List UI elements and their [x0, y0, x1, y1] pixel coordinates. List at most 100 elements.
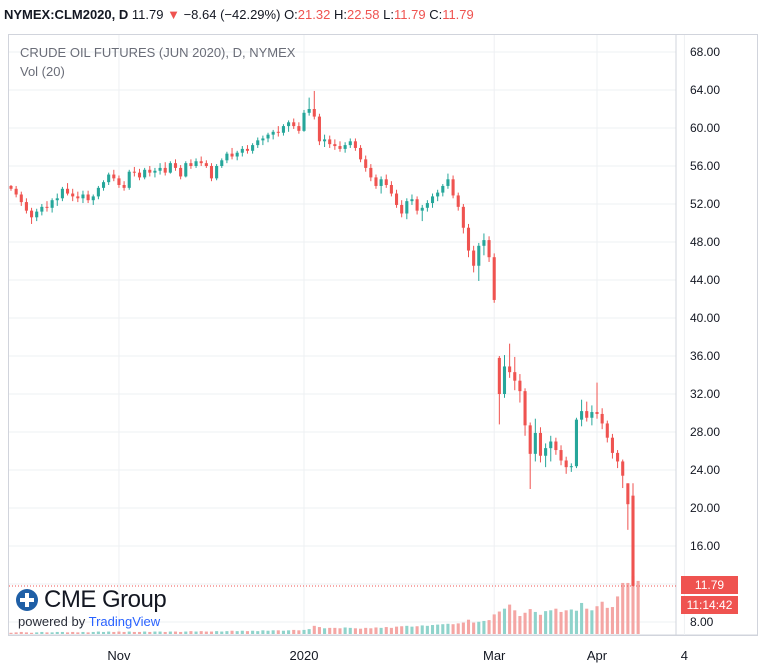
volume-bar — [45, 632, 49, 634]
volume-bar — [374, 627, 378, 634]
candle-body — [328, 139, 332, 145]
volume-bar — [400, 626, 404, 634]
volume-bar — [14, 632, 18, 634]
low-value: 11.79 — [393, 7, 426, 22]
volume-bar — [456, 623, 460, 634]
volume-bar — [425, 625, 429, 634]
candle-body — [590, 412, 594, 418]
candle-body — [338, 146, 342, 149]
volume-bar — [626, 582, 630, 634]
volume-legend[interactable]: Vol (20) — [20, 64, 65, 79]
candle-body — [456, 195, 460, 207]
candle-body — [374, 177, 378, 186]
candle-body — [333, 144, 337, 147]
volume-bar — [143, 631, 147, 634]
x-tick-label: 2020 — [290, 648, 319, 663]
symbol-name[interactable]: NYMEX:CLM2020, D — [4, 7, 129, 22]
candle-body — [107, 174, 111, 183]
volume-bar — [184, 631, 188, 634]
candle-body — [297, 126, 301, 131]
candle-body — [492, 257, 496, 300]
candle-body — [420, 207, 424, 211]
volume-bar — [333, 627, 337, 634]
volume-bar — [610, 607, 614, 634]
y-tick-label: 56.00 — [690, 159, 720, 173]
candle-body — [549, 441, 553, 449]
tradingview-link[interactable]: TradingView — [88, 614, 161, 629]
volume-bar — [287, 630, 291, 634]
y-tick-label: 16.00 — [690, 539, 720, 553]
volume-bar — [359, 628, 363, 634]
volume-bar — [544, 611, 548, 634]
volume-bar — [9, 632, 13, 634]
candle-body — [631, 495, 635, 586]
candle-body — [312, 109, 316, 117]
volume-bar — [492, 614, 496, 634]
volume-bar — [189, 631, 193, 634]
candle-body — [405, 201, 409, 214]
volume-bar — [487, 620, 491, 634]
volume-bar — [81, 631, 85, 634]
candle-body — [251, 145, 255, 151]
candle-body — [595, 412, 599, 414]
candle-body — [91, 196, 95, 201]
candle-body — [199, 161, 203, 164]
y-tick-label: 36.00 — [690, 349, 720, 363]
candle-body — [235, 152, 239, 157]
candle-body — [461, 206, 465, 228]
volume-bar — [482, 620, 486, 634]
volume-bar — [451, 624, 455, 634]
candle-body — [369, 167, 373, 178]
candle-body — [230, 153, 234, 157]
candle-body — [168, 163, 172, 173]
candle-body — [266, 134, 270, 139]
chart-legend-title[interactable]: CRUDE OIL FUTURES (JUN 2020), D, NYMEX — [20, 45, 296, 60]
y-tick-label: 52.00 — [690, 197, 720, 211]
candle-body — [523, 391, 527, 426]
volume-bar — [461, 622, 465, 634]
candle-body — [472, 250, 476, 266]
candle-body — [281, 126, 285, 133]
volume-bar — [466, 619, 471, 634]
candle-body — [446, 179, 450, 186]
candle-body — [513, 372, 517, 381]
volume-bar — [194, 631, 198, 634]
powered-by-tradingview[interactable]: powered by TradingView — [18, 614, 160, 629]
candle-body — [9, 185, 13, 189]
candle-body — [569, 466, 573, 468]
countdown-tag: 11:14:42 — [681, 596, 738, 614]
volume-bar — [230, 630, 234, 634]
volume-bar — [590, 610, 594, 634]
candle-body — [132, 171, 136, 173]
volume-bar — [117, 631, 121, 634]
candle-body — [194, 161, 198, 166]
candle-body — [271, 131, 275, 135]
candle-body — [261, 138, 265, 141]
y-tick-label: 44.00 — [690, 273, 720, 287]
volume-bar — [251, 630, 255, 634]
candle-body — [482, 240, 486, 246]
candle-body — [209, 166, 214, 179]
candle-body — [538, 432, 543, 456]
volume-bar — [312, 625, 316, 634]
candle-body — [528, 425, 532, 454]
volume-bar — [328, 627, 332, 634]
volume-bar — [538, 614, 543, 634]
volume-bar — [569, 609, 573, 634]
volume-bar — [348, 627, 352, 634]
volume-bar — [19, 631, 23, 634]
volume-bar — [122, 631, 126, 634]
candle-body — [580, 411, 584, 420]
volume-bar — [343, 627, 347, 634]
powered-by-label: powered by — [18, 614, 86, 629]
candle-body — [323, 139, 327, 142]
candle-body — [60, 188, 64, 199]
candle-body — [559, 450, 563, 461]
volume-bar — [394, 626, 399, 634]
volume-bar — [179, 631, 183, 634]
volume-bar — [266, 630, 270, 634]
candle-body — [508, 366, 512, 373]
candle-body — [533, 432, 537, 454]
candle-body — [215, 166, 219, 179]
